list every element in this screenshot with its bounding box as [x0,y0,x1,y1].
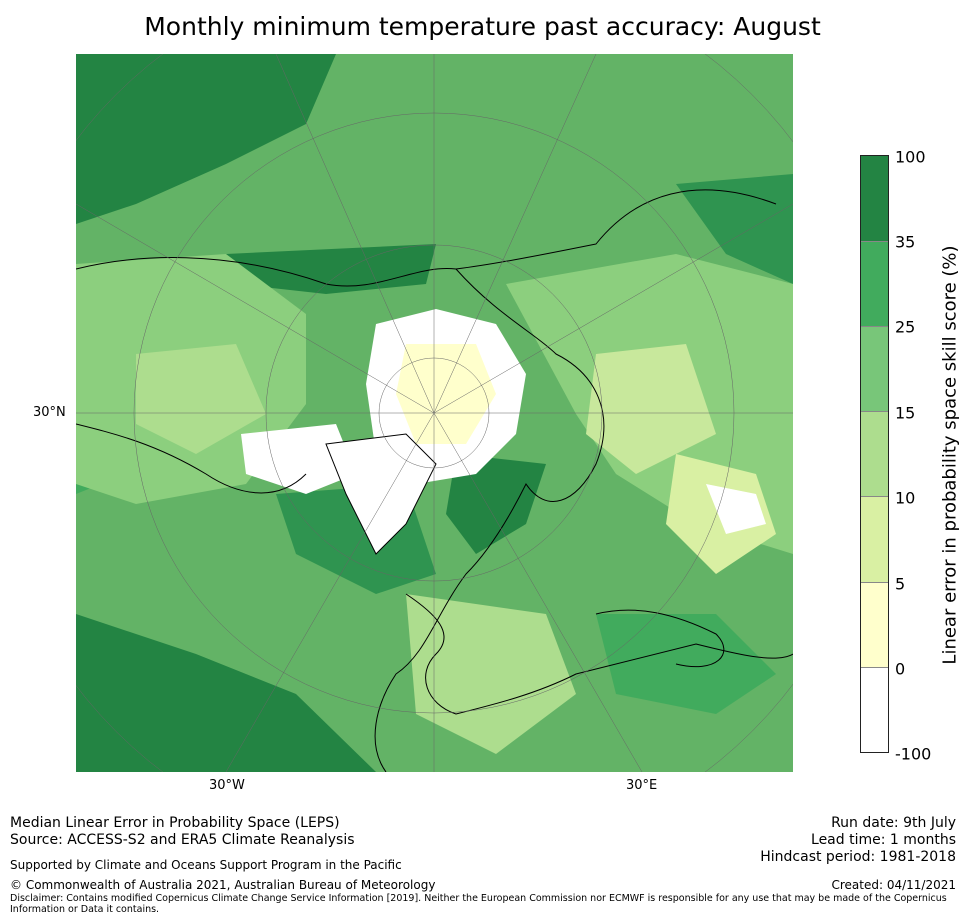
footer-lead-time: Lead time: 1 months [811,832,956,848]
colorbar-segment-5-10 [861,497,888,583]
footer-line2: Source: ACCESS-S2 and ERA5 Climate Reana… [10,832,355,848]
colorbar-segment-lt0 [861,668,888,752]
colorbar-segment-15-25 [861,327,888,412]
colorbar-tick-15: 15 [895,403,916,423]
footer-supported: Supported by Climate and Oceans Support … [10,858,402,872]
footer-run-date: Run date: 9th July [831,815,956,831]
disclaimer-line2: Information or Data it contains. [10,904,160,915]
colorbar-segment-10-15 [861,412,888,497]
colorbar-tick-25: 25 [895,317,916,337]
colorbar [860,155,889,753]
disclaimer-line1: Disclaimer: Contains modified Copernicus… [10,893,947,904]
lon-label-30w: 30°W [209,778,245,793]
colorbar-tick-100: 100 [895,147,926,167]
footer-disclaimer: Disclaimer: Contains modified Copernicus… [10,893,955,915]
skill-score-map [76,54,793,772]
colorbar-tick-0: 0 [895,659,906,679]
footer-line1: Median Linear Error in Probability Space… [10,815,340,831]
footer-hindcast: Hindcast period: 1981-2018 [760,849,956,865]
colorbar-label: Linear error in probability space skill … [939,245,961,665]
polar-map [76,54,793,772]
colorbar-tick-minus100: -100 [895,744,932,764]
footer-copyright: © Commonwealth of Australia 2021, Austra… [10,878,436,892]
footer-created: Created: 04/11/2021 [831,878,956,892]
colorbar-tick-5: 5 [895,574,906,594]
colorbar-segment-35-100 [861,156,888,242]
colorbar-segment-25-35 [861,242,888,327]
map-title: Monthly minimum temperature past accurac… [144,12,821,41]
lon-label-30e: 30°E [626,778,658,793]
lat-label-30n: 30°N [33,405,66,420]
colorbar-segment-0-5 [861,583,888,668]
colorbar-tick-10: 10 [895,488,916,508]
colorbar-tick-35: 35 [895,232,916,252]
